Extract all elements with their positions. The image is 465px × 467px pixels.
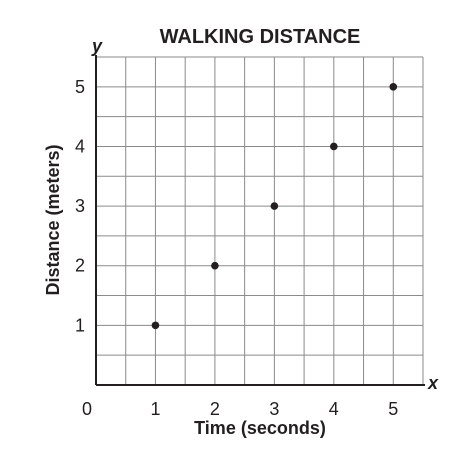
x-tick-label: 4 bbox=[329, 399, 339, 419]
y-tick-label: 1 bbox=[75, 315, 85, 335]
y-tick-label: 2 bbox=[75, 256, 85, 276]
x-tick-label: 3 bbox=[269, 399, 279, 419]
data-points bbox=[151, 83, 398, 330]
y-tick-label: 4 bbox=[75, 136, 85, 156]
data-point bbox=[330, 142, 338, 151]
y-tick-label: 5 bbox=[75, 77, 85, 97]
x-axis-variable: x bbox=[427, 373, 439, 393]
x-tick-label: 2 bbox=[210, 399, 220, 419]
grid-lines bbox=[95, 56, 424, 386]
x-axis-label: Time (seconds) bbox=[194, 418, 326, 438]
y-axis-label: Distance (meters) bbox=[43, 144, 63, 295]
axes bbox=[95, 55, 425, 386]
y-axis-variable: y bbox=[91, 36, 103, 56]
x-tick-label: 1 bbox=[150, 399, 160, 419]
y-tick-labels: 1 2 3 4 5 bbox=[75, 77, 85, 336]
chart-title: WALKING DISTANCE bbox=[160, 26, 361, 48]
data-point bbox=[270, 202, 279, 210]
data-point bbox=[211, 261, 219, 270]
x-tick-label: 5 bbox=[388, 399, 398, 419]
data-point bbox=[151, 321, 160, 330]
x-tick-labels: 1 2 3 4 5 bbox=[150, 399, 398, 419]
y-tick-label: 3 bbox=[75, 196, 85, 216]
origin-label: 0 bbox=[82, 399, 92, 419]
data-point bbox=[389, 83, 398, 91]
